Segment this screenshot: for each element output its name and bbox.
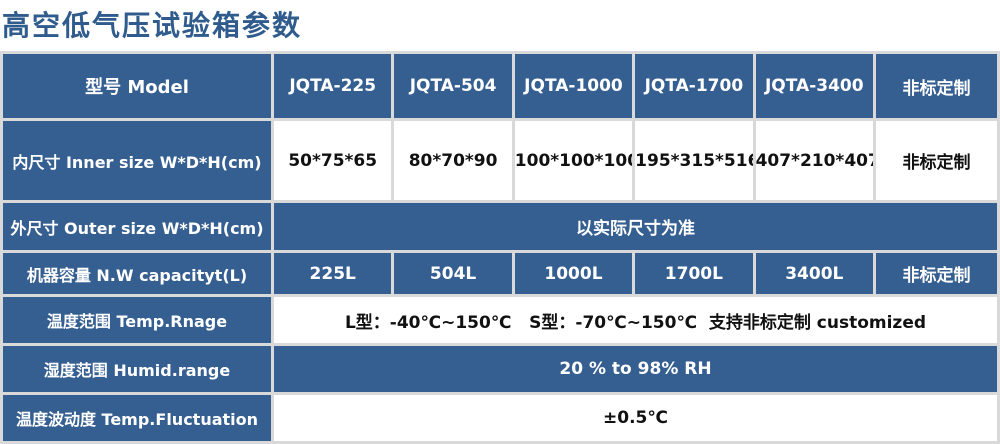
value-cell: 504L: [394, 253, 512, 294]
row-label: 温度波动度 Temp.Fluctuation: [3, 395, 271, 441]
model-cell: JQTA-504: [394, 54, 512, 118]
value-cell: 80*70*90: [394, 121, 512, 200]
model-cell: JQTA-1700: [635, 54, 753, 118]
page-title: 高空低气压试验箱参数: [2, 9, 303, 42]
row-label: 内尺寸 Inner size W*D*H(cm): [3, 121, 271, 200]
value-cell: 1700L: [635, 253, 753, 294]
spec-table: 型号 Model JQTA-225 JQTA-504 JQTA-1000 JQT…: [0, 51, 1000, 444]
table-row-temp-fluctuation: 温度波动度 Temp.Fluctuation ±0.5℃: [3, 395, 997, 441]
value-cell: ±0.5℃: [274, 395, 997, 441]
value-cell: L型：-40℃~150℃ S型：-70℃~150℃ 支持非标定制 customi…: [274, 297, 997, 343]
model-cell: JQTA-225: [274, 54, 392, 118]
table-row-temp-range: 温度范围 Temp.Rnage L型：-40℃~150℃ S型：-70℃~150…: [3, 297, 997, 343]
model-cell: JQTA-3400: [755, 54, 873, 118]
table-row-capacity: 机器容量 N.W capacityt(L) 225L 504L 1000L 17…: [3, 253, 997, 294]
value-cell: 195*315*516: [635, 121, 753, 200]
model-cell: JQTA-1000: [514, 54, 633, 118]
row-label: 温度范围 Temp.Rnage: [3, 297, 271, 343]
value-cell: 20 % to 98% RH: [274, 346, 997, 392]
row-label: 机器容量 N.W capacityt(L): [3, 253, 271, 294]
value-cell: 100*100*100: [514, 121, 633, 200]
value-cell: 非标定制: [876, 253, 997, 294]
value-cell: 50*75*65: [274, 121, 392, 200]
table-row-outer-size: 外尺寸 Outer size W*D*H(cm) 以实际尺寸为准: [3, 203, 997, 250]
value-cell: 225L: [274, 253, 392, 294]
row-label: 型号 Model: [3, 54, 271, 118]
table-row-inner-size: 内尺寸 Inner size W*D*H(cm) 50*75*65 80*70*…: [3, 121, 997, 200]
value-cell: 非标定制: [876, 121, 997, 200]
table-row-humid-range: 湿度范围 Humid.range 20 % to 98% RH: [3, 346, 997, 392]
row-label: 湿度范围 Humid.range: [3, 346, 271, 392]
model-cell: 非标定制: [876, 54, 997, 118]
value-cell: 以实际尺寸为准: [274, 203, 997, 250]
table-row-model: 型号 Model JQTA-225 JQTA-504 JQTA-1000 JQT…: [3, 54, 997, 118]
value-cell: 407*210*407: [755, 121, 873, 200]
row-label: 外尺寸 Outer size W*D*H(cm): [3, 203, 271, 250]
value-cell: 1000L: [514, 253, 633, 294]
value-cell: 3400L: [755, 253, 873, 294]
